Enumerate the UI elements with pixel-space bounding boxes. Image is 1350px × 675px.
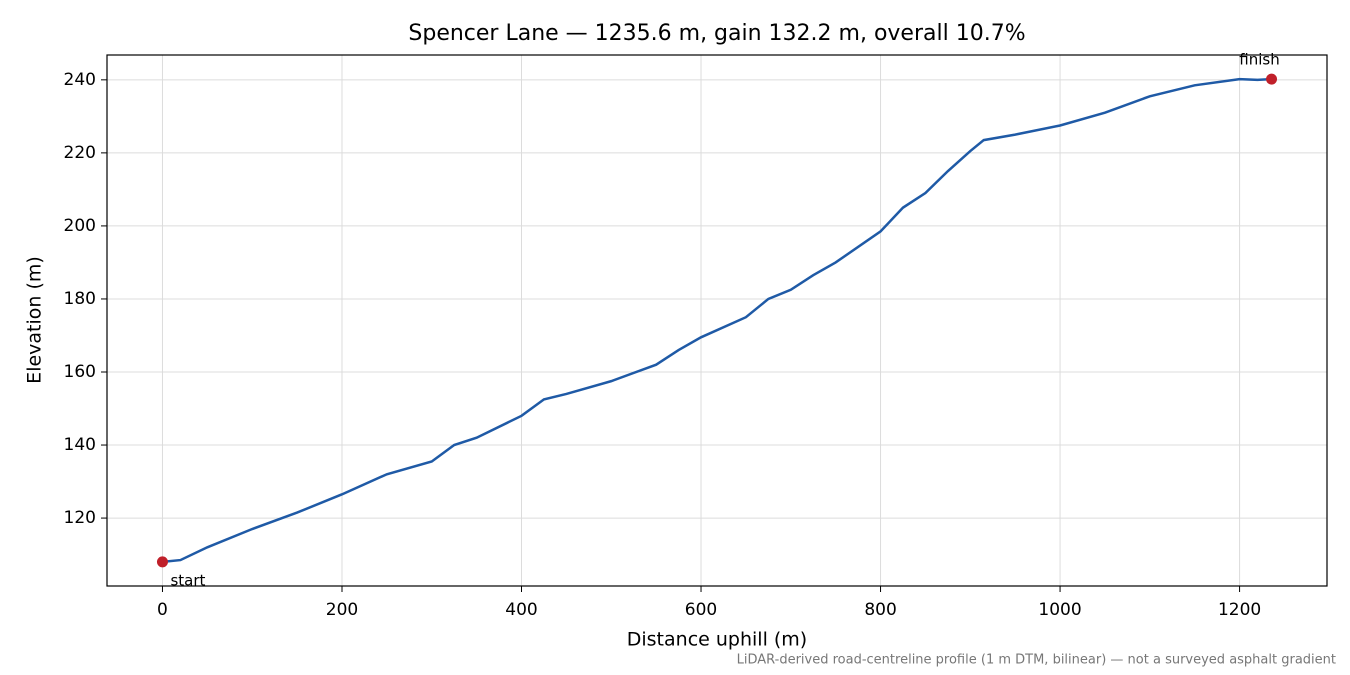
y-axis-label: Elevation (m): [24, 256, 46, 384]
x-tick-label: 400: [505, 600, 537, 620]
x-tick-label: 200: [326, 600, 358, 620]
endpoint-label: finish: [1239, 51, 1279, 69]
chart-title: Spencer Lane — 1235.6 m, gain 132.2 m, o…: [408, 21, 1025, 46]
x-tick-label: 600: [685, 600, 717, 620]
y-tick-label: 180: [64, 289, 96, 309]
x-tick-label: 1000: [1038, 600, 1081, 620]
plot-frame: [106, 54, 1328, 587]
endpoint-marker: [156, 556, 168, 568]
y-tick-label: 200: [64, 216, 96, 236]
footnote: LiDAR-derived road-centreline profile (1…: [737, 653, 1336, 668]
y-tick-label: 240: [64, 70, 96, 90]
x-tick-label: 800: [864, 600, 896, 620]
y-tick-label: 160: [64, 362, 96, 382]
y-tick-label: 140: [64, 435, 96, 455]
y-tick-label: 220: [64, 143, 96, 163]
endpoint-label: start: [170, 571, 205, 589]
x-axis-label: Distance uphill (m): [627, 629, 807, 651]
elevation-line: [162, 77, 1272, 564]
x-tick-label: 1200: [1218, 600, 1261, 620]
x-tick-label: 0: [157, 600, 168, 620]
endpoint-marker: [1266, 73, 1278, 85]
y-tick-label: 120: [64, 508, 96, 528]
